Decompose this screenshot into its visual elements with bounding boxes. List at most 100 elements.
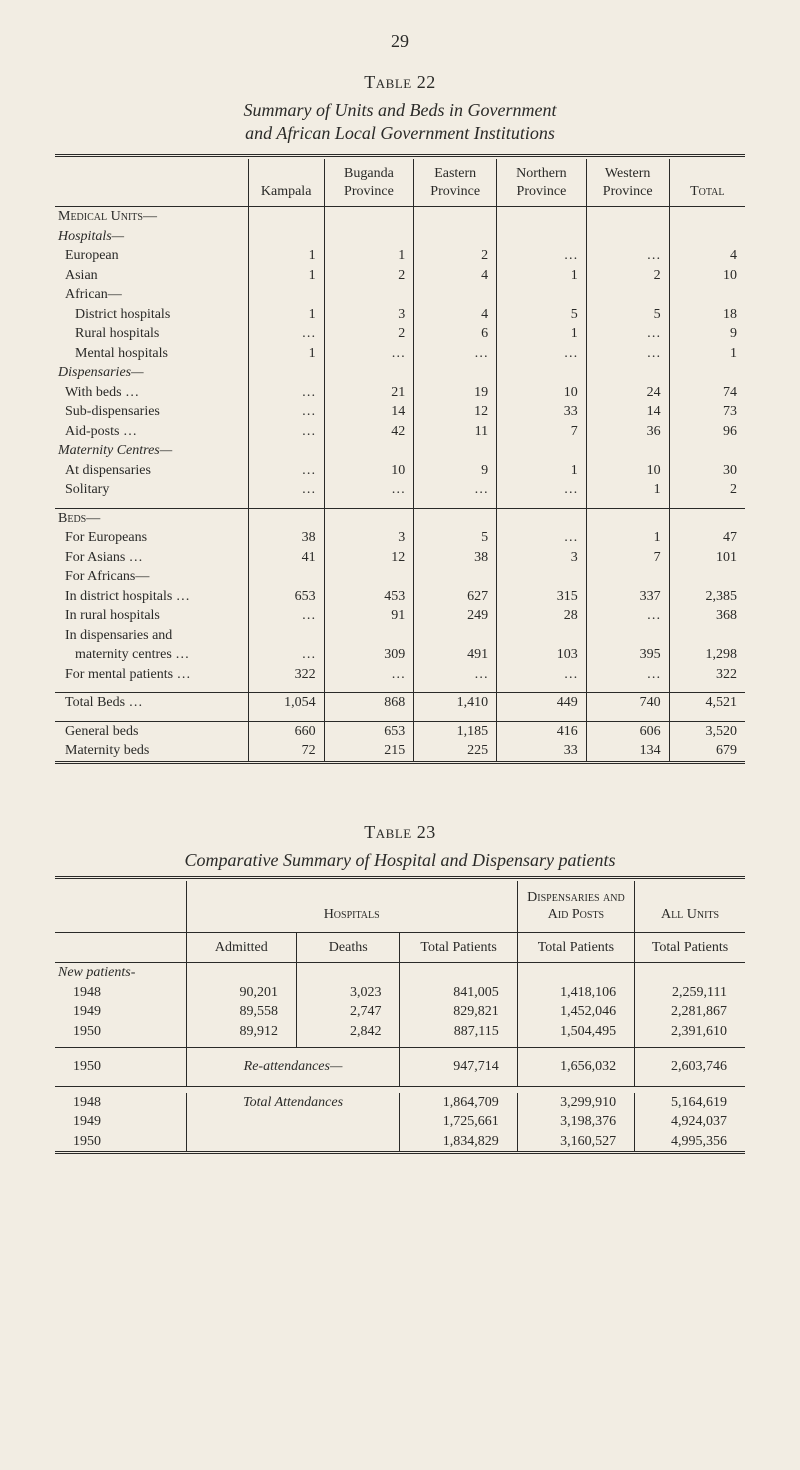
t22-cell: 2 xyxy=(324,324,414,344)
t22-cell xyxy=(669,285,745,305)
t22-cell: 33 xyxy=(497,741,587,762)
t22-cell xyxy=(497,508,587,528)
t22-cell: 679 xyxy=(669,741,745,762)
table23-title: Comparative Summary of Hospital and Disp… xyxy=(85,849,715,872)
t23-row-label: 1949 xyxy=(55,1002,186,1022)
t23-cell: 947,714 xyxy=(400,1048,517,1087)
t22-cell: 10 xyxy=(324,461,414,481)
table23-label: Table 23 xyxy=(55,821,745,844)
t22-cell xyxy=(497,363,587,383)
t22-cell xyxy=(586,441,669,461)
t23-cell: 2,259,111 xyxy=(635,983,745,1003)
t22-cell: 10 xyxy=(586,461,669,481)
t22-cell: 5 xyxy=(586,305,669,325)
t22-cell: 101 xyxy=(669,548,745,568)
t22-cell: … xyxy=(497,665,587,685)
t22-cell xyxy=(497,567,587,587)
t23-cell: 90,201 xyxy=(186,983,296,1003)
t22-cell xyxy=(497,207,587,227)
t22-cell xyxy=(669,626,745,646)
t23-total-year: 1950 xyxy=(55,1132,186,1153)
t22-cell: 6 xyxy=(414,324,497,344)
t23-cell: 2,603,746 xyxy=(635,1048,745,1087)
t22-cell: … xyxy=(248,422,324,442)
t23-sub-header xyxy=(55,932,186,963)
t23-cell: 1,656,032 xyxy=(517,1048,634,1087)
t22-cell: … xyxy=(324,665,414,685)
t22-cell: 4 xyxy=(669,246,745,266)
t23-cell: 1,864,709 xyxy=(400,1093,517,1113)
t22-row-label: For mental patients … xyxy=(55,665,248,685)
t23-newpatients-label: New patients- xyxy=(55,963,186,983)
t22-cell: 38 xyxy=(414,548,497,568)
t22-cell: 2 xyxy=(586,266,669,286)
table22-label: Table 22 xyxy=(55,71,745,94)
t22-cell: … xyxy=(414,344,497,364)
t22-cell: 249 xyxy=(414,606,497,626)
t22-cell: 449 xyxy=(497,693,587,713)
t22-cell: 315 xyxy=(497,587,587,607)
t22-header: Eastern Province xyxy=(414,159,497,207)
t22-cell: 21 xyxy=(324,383,414,403)
t22-cell xyxy=(324,567,414,587)
t22-row-label: Rural hospitals xyxy=(55,324,248,344)
t22-cell: 10 xyxy=(497,383,587,403)
t22-cell: 1 xyxy=(669,344,745,364)
t22-cell xyxy=(586,363,669,383)
t23-cell: 887,115 xyxy=(400,1022,517,1042)
t22-cell: 7 xyxy=(586,548,669,568)
t22-cell: … xyxy=(414,665,497,685)
t23-cell: 1,452,046 xyxy=(517,1002,634,1022)
t22-row-label: District hospitals xyxy=(55,305,248,325)
t23-cell: 89,558 xyxy=(186,1002,296,1022)
t22-cell: 11 xyxy=(414,422,497,442)
t22-cell: 24 xyxy=(586,383,669,403)
t22-cell: 1 xyxy=(248,344,324,364)
t22-cell xyxy=(586,285,669,305)
t22-cell: … xyxy=(497,528,587,548)
t22-cell xyxy=(248,567,324,587)
t22-cell xyxy=(324,508,414,528)
t22-header xyxy=(55,159,248,207)
t23-cell: 1,725,661 xyxy=(400,1112,517,1132)
t23-top-header: Hospitals xyxy=(186,881,517,933)
t22-cell: 72 xyxy=(248,741,324,762)
t22-cell: 12 xyxy=(414,402,497,422)
t22-cell: … xyxy=(586,665,669,685)
t22-cell xyxy=(324,441,414,461)
t22-cell: … xyxy=(248,402,324,422)
t22-row-label: At dispensaries xyxy=(55,461,248,481)
t22-row-label: Total Beds … xyxy=(55,693,248,713)
t22-cell: 4,521 xyxy=(669,693,745,713)
t22-cell: 41 xyxy=(248,548,324,568)
t22-cell xyxy=(248,363,324,383)
table22-title: Summary of Units and Beds in Government … xyxy=(85,99,715,144)
t22-cell: 12 xyxy=(324,548,414,568)
t22-cell: 2 xyxy=(669,480,745,500)
t22-cell: … xyxy=(586,246,669,266)
t23-top-header xyxy=(55,881,186,933)
t23-sub-header: Total Patients xyxy=(517,932,634,963)
t22-cell: 5 xyxy=(414,528,497,548)
t22-cell xyxy=(324,626,414,646)
t22-cell: 134 xyxy=(586,741,669,762)
t22-cell: 453 xyxy=(324,587,414,607)
t22-cell xyxy=(248,508,324,528)
t23-cell: 829,821 xyxy=(400,1002,517,1022)
t22-header: Western Province xyxy=(586,159,669,207)
t22-cell: 2 xyxy=(414,246,497,266)
t22-cell: … xyxy=(324,480,414,500)
t22-cell: … xyxy=(248,461,324,481)
t22-cell xyxy=(414,626,497,646)
t22-cell: 653 xyxy=(248,587,324,607)
t22-cell: 1,185 xyxy=(414,721,497,741)
t22-header: Total xyxy=(669,159,745,207)
t22-row-label: For Europeans xyxy=(55,528,248,548)
t22-cell: 1 xyxy=(586,528,669,548)
t22-cell xyxy=(414,285,497,305)
t22-row-label: Aid-posts … xyxy=(55,422,248,442)
t23-cell: 2,281,867 xyxy=(635,1002,745,1022)
t22-cell: 73 xyxy=(669,402,745,422)
page: 29 Table 22 Summary of Units and Beds in… xyxy=(0,0,800,1196)
t22-row-label: maternity centres … xyxy=(55,645,248,665)
